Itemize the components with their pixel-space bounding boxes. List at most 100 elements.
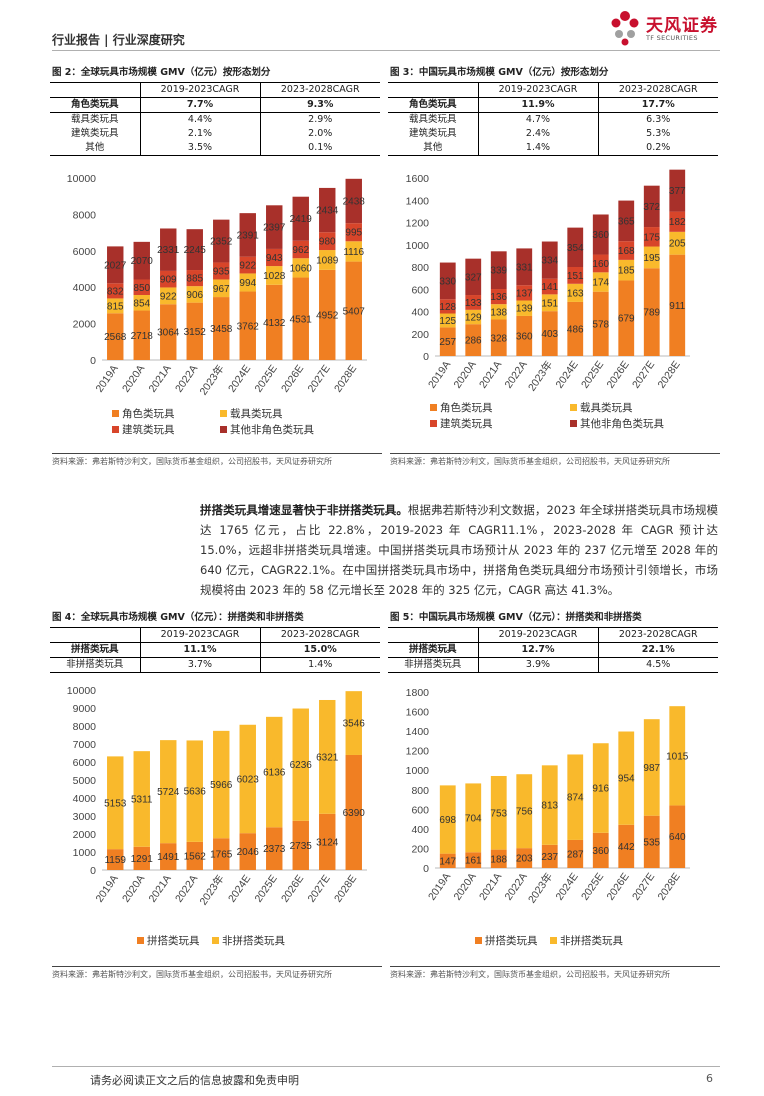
bar-segment [107,849,124,870]
data-label: 2027 [104,260,127,271]
data-label: 3762 [237,321,260,332]
bar-segment [319,187,336,233]
bar-segment [239,256,256,274]
data-label: 136 [490,292,507,303]
y-tick-label: 7000 [73,739,97,751]
table-cell: 3.5% [139,141,260,156]
bar-segment [490,319,507,356]
data-label: 237 [541,852,558,863]
x-tick-label: 2024E [553,359,580,391]
bar-segment [592,272,609,292]
data-label: 1291 [131,854,154,865]
fig2-title: 图 2：全球玩具市场规模 GMV（亿元）按形态划分 [52,67,271,78]
table-cell: 3.9% [477,657,598,673]
table-cell: 11.1% [139,642,260,658]
table-row: 载具类玩具 4.7% 6.3% [388,112,718,127]
data-label: 141 [541,282,558,293]
table-cell: 建筑类玩具 [408,128,457,139]
data-label: 360 [516,331,533,342]
table-cell: 拼搭类玩具 [50,642,140,658]
data-label: 4132 [263,318,286,329]
data-label: 578 [592,319,609,330]
data-label: 163 [567,288,584,299]
bar-segment [439,313,456,328]
data-label: 327 [465,272,482,283]
table-row: 建筑类玩具 2.1% 2.0% [50,127,380,141]
x-tick-label: 2021A [146,873,173,905]
bar-segment [490,775,507,850]
table-cell: 12.7% [477,642,598,658]
bar-segment [618,200,635,242]
data-label: 5966 [210,780,233,791]
bar-segment [345,178,362,224]
bar-segment [643,246,660,269]
bar-segment [439,853,456,868]
data-label: 935 [213,266,230,277]
legend-swatch [112,426,119,433]
bar-segment [439,327,456,356]
bar-segment [160,287,177,305]
data-label: 850 [133,283,150,294]
table-cell: 15.0% [259,642,380,658]
data-label: 789 [643,308,660,319]
table-header: 2023-2028CAGR [597,82,718,98]
legend-label: 拼搭类玩具 [485,934,538,947]
data-label: 139 [516,304,533,315]
x-tick-label: 2025E [579,871,606,903]
y-tick-label: 1800 [406,687,430,699]
bar-segment [266,266,283,285]
table-cell: 角色类玩具 [388,97,478,113]
bar-segment [618,731,635,825]
table-cell: 非拼搭类玩具 [50,657,140,673]
y-tick-label: 3000 [73,811,97,823]
bar-segment [643,719,660,816]
y-tick-label: 1400 [406,195,430,207]
bar-segment [541,311,558,356]
x-tick-label: 2026E [279,873,306,905]
x-tick-label: 2024E [226,873,253,905]
table-cell: 4.7% [477,112,598,127]
bar-segment [186,286,203,303]
x-tick-label: 2028E [332,873,359,905]
data-label: 5724 [157,787,180,798]
legend-swatch [112,410,119,417]
y-tick-label: 4000 [73,282,97,294]
data-label: 5153 [104,798,127,809]
bar-segment [516,848,533,868]
fig5-title: 图 5：中国玩具市场规模 GMV（亿元）：拼搭类和非拼搭类 [390,612,642,623]
bar-segment [592,832,609,868]
bar-segment [592,743,609,833]
bar-segment [186,270,203,287]
data-label: 4952 [316,310,339,321]
table-cell: 0.2% [597,141,718,156]
legend-label: 非拼搭类玩具 [222,934,285,947]
table-cell: 建筑类玩具 [70,128,119,139]
bar-segment [541,765,558,845]
table-cell: 22.1% [597,642,718,658]
bar-segment [266,248,283,267]
table-cell: 3.7% [139,657,260,673]
table-row: 角色类玩具 11.9% 17.7% [388,97,718,113]
bar-segment [567,227,584,267]
table-cell: 载具类玩具 [408,114,457,125]
table-header [388,82,478,98]
table-header: 2023-2028CAGR [259,627,380,643]
table-row: 角色类玩具 7.7% 9.3% [50,97,380,113]
data-label: 5311 [131,794,153,805]
fig2-cagr-table: 2019-2023CAGR 2023-2028CAGR 角色类玩具 7.7% 9.3… [50,82,380,156]
data-label: 640 [669,832,686,843]
bar-segment [239,291,256,360]
data-label: 980 [319,237,336,248]
bar-segment [541,294,558,312]
data-label: 4531 [290,314,313,325]
data-label: 160 [592,259,609,270]
legend-label: 载具类玩具 [230,407,283,420]
x-tick-label: 2025E [252,363,279,395]
bar-segment [567,283,584,302]
bar-segment [319,250,336,270]
brand-subtitle: TF SECURITIES [646,34,698,42]
data-label: 911 [669,301,685,312]
legend-label: 建筑类玩具 [440,417,493,430]
data-label: 922 [160,291,177,302]
x-tick-label: 2021A [146,363,173,395]
